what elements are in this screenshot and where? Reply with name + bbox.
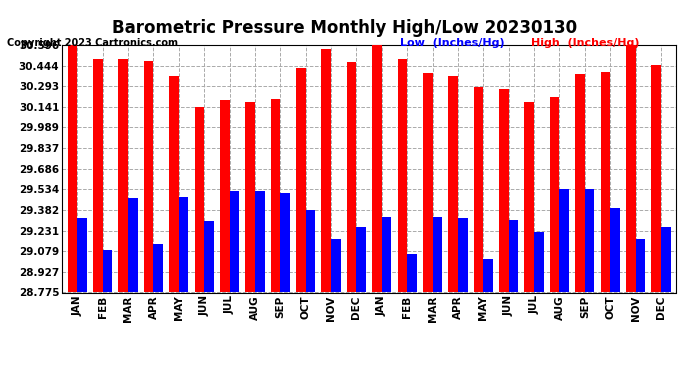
Bar: [195, 107, 204, 292]
Bar: [322, 48, 331, 292]
Bar: [458, 218, 468, 292]
Bar: [246, 102, 255, 292]
Bar: [474, 87, 483, 292]
Bar: [397, 59, 407, 292]
Bar: [77, 218, 87, 292]
Bar: [433, 217, 442, 292]
Bar: [270, 99, 280, 292]
Bar: [255, 191, 264, 292]
Bar: [550, 98, 560, 292]
Bar: [651, 65, 661, 292]
Text: Low  (Inches/Hg): Low (Inches/Hg): [400, 38, 505, 48]
Bar: [280, 193, 290, 292]
Bar: [119, 59, 128, 292]
Bar: [382, 217, 391, 292]
Bar: [93, 59, 103, 292]
Bar: [230, 191, 239, 292]
Bar: [534, 232, 544, 292]
Bar: [509, 220, 518, 292]
Bar: [661, 226, 671, 292]
Bar: [483, 259, 493, 292]
Bar: [306, 210, 315, 292]
Text: High  (Inches/Hg): High (Inches/Hg): [531, 38, 640, 48]
Bar: [585, 189, 595, 292]
Bar: [128, 198, 138, 292]
Bar: [144, 61, 153, 292]
Bar: [331, 239, 341, 292]
Bar: [204, 221, 214, 292]
Bar: [296, 68, 306, 292]
Bar: [448, 76, 458, 292]
Bar: [357, 226, 366, 292]
Bar: [407, 254, 417, 292]
Bar: [499, 89, 509, 292]
Bar: [220, 100, 230, 292]
Bar: [169, 76, 179, 292]
Bar: [372, 36, 382, 292]
Bar: [635, 239, 645, 292]
Bar: [626, 45, 635, 292]
Bar: [600, 72, 610, 292]
Bar: [575, 74, 585, 292]
Bar: [103, 250, 112, 292]
Text: Copyright 2023 Cartronics.com: Copyright 2023 Cartronics.com: [7, 38, 178, 48]
Bar: [153, 244, 163, 292]
Text: Barometric Pressure Monthly High/Low 20230130: Barometric Pressure Monthly High/Low 202…: [112, 19, 578, 37]
Bar: [524, 102, 534, 292]
Bar: [179, 196, 188, 292]
Bar: [347, 62, 357, 292]
Bar: [560, 189, 569, 292]
Bar: [610, 207, 620, 292]
Bar: [68, 42, 77, 292]
Bar: [423, 73, 433, 292]
